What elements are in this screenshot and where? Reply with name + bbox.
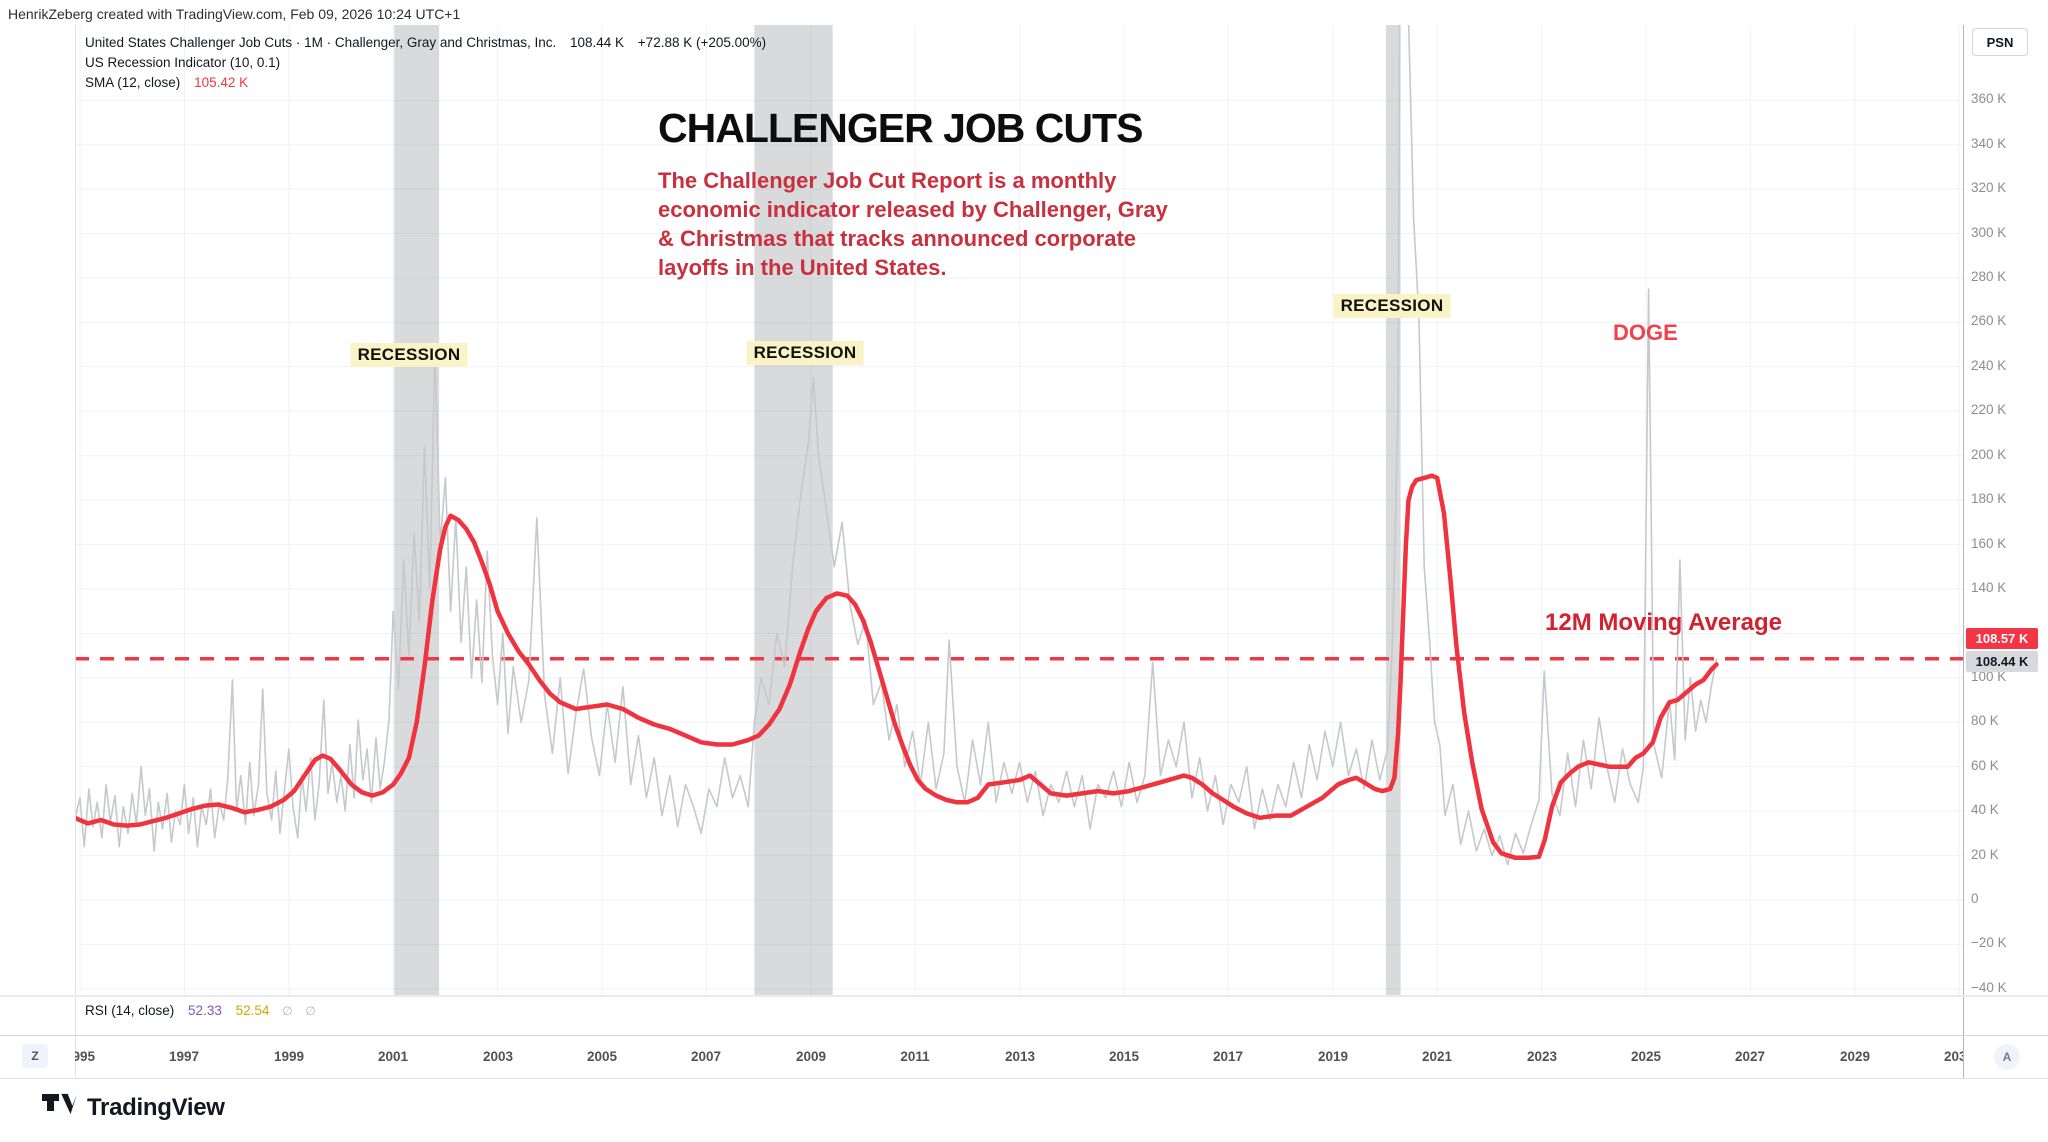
chart-description: The Challenger Job Cut Report is a month… <box>658 166 1358 282</box>
annotation-title-block: CHALLENGER JOB CUTS The Challenger Job C… <box>658 105 1358 282</box>
price-scale-border[interactable] <box>1963 25 1964 1078</box>
legend-sma-value: 105.42 K <box>194 75 249 90</box>
year-label: 1999 <box>273 1049 305 1064</box>
price-tick-label: 240 K <box>1971 358 2007 373</box>
rsi-legend[interactable]: RSI (14, close) 52.33 52.54 ∅ ∅ <box>85 1003 316 1018</box>
sma-line <box>75 473 1719 861</box>
tradingview-logo[interactable]: TradingView <box>42 1092 225 1123</box>
time-axis-divider <box>0 1035 2048 1036</box>
price-tick-label: 40 K <box>1971 802 1999 817</box>
price-tick-label: 180 K <box>1971 491 2007 506</box>
year-label: 2003 <box>482 1049 514 1064</box>
year-label: 2007 <box>690 1049 722 1064</box>
doge-annotation[interactable]: DOGE <box>1613 320 1678 345</box>
price-tick-label: −40 K <box>1971 980 2007 995</box>
chart-widget: United States Challenger Job Cuts · 1M ·… <box>0 25 2048 1079</box>
year-label: 2029 <box>1839 1049 1871 1064</box>
description-line: economic indicator released by Challenge… <box>658 197 1168 222</box>
recession-band <box>754 25 833 995</box>
pane-divider[interactable] <box>0 995 2048 997</box>
price-tick-label: 320 K <box>1971 180 2007 195</box>
timezone-button[interactable]: Z <box>22 1044 48 1068</box>
year-label: 2027 <box>1734 1049 1766 1064</box>
year-label: 2025 <box>1630 1049 1662 1064</box>
sma-price-badge: 108.57 K <box>1966 628 2038 649</box>
legend-sma[interactable]: SMA (12, close) 105.42 K <box>85 73 766 93</box>
price-tick-label: 300 K <box>1971 225 2007 240</box>
year-label: 2023 <box>1526 1049 1558 1064</box>
chart-bottom-edge <box>0 1078 2048 1079</box>
recession-band <box>394 25 440 995</box>
price-tick-label: 60 K <box>1971 758 1999 773</box>
price-tick-label: 80 K <box>1971 713 1999 728</box>
year-label: 2013 <box>1004 1049 1036 1064</box>
year-label: 2001 <box>377 1049 409 1064</box>
recession-annotation-2020[interactable]: RECESSION <box>1333 294 1451 318</box>
price-tick-label: −20 K <box>1971 935 2007 950</box>
raw-job-cuts-line <box>75 25 1718 866</box>
price-tick-label: 160 K <box>1971 536 2007 551</box>
price-tick-label: 220 K <box>1971 402 2007 417</box>
price-tick-label: 200 K <box>1971 447 2007 462</box>
year-label: 2009 <box>795 1049 827 1064</box>
last-price-badge: 108.44 K <box>1966 651 2038 672</box>
auto-scale-button[interactable]: A <box>1994 1044 2020 1070</box>
price-tick-label: 20 K <box>1971 847 1999 862</box>
price-tick-label: 0 <box>1971 891 1979 906</box>
rsi-settings-icon[interactable]: ∅ <box>305 1004 316 1018</box>
description-line: & Christmas that tracks announced corpor… <box>658 226 1137 251</box>
legend-symbol-title: United States Challenger Job Cuts · 1M ·… <box>85 35 557 50</box>
year-label: 2017 <box>1212 1049 1244 1064</box>
plot-left-border <box>75 25 76 1078</box>
year-label: 2031 <box>1943 1049 1963 1064</box>
price-tick-label: 340 K <box>1971 136 2007 151</box>
price-tick-label: 280 K <box>1971 269 2007 284</box>
price-chart-canvas[interactable] <box>75 25 1963 995</box>
price-tick-label: 360 K <box>1971 91 2007 106</box>
recession-annotation-2008[interactable]: RECESSION <box>746 341 864 365</box>
psn-button[interactable]: PSN <box>1972 28 2028 56</box>
time-scale[interactable]: 1995 1997 1999 2001 2003 2005 2007 2009 2011 2013… <box>75 1043 1963 1073</box>
year-label: 1997 <box>168 1049 200 1064</box>
legend-last-value: 108.44 K <box>569 35 625 50</box>
description-line: layoffs in the United States. <box>658 255 947 280</box>
attribution-text: HenrikZeberg created with TradingView.co… <box>8 6 461 22</box>
rsi-value-2: 52.54 <box>235 1003 270 1018</box>
description-line: The Challenger Job Cut Report is a month… <box>658 168 1117 193</box>
year-label: 1995 <box>75 1049 96 1064</box>
year-label: 2005 <box>586 1049 618 1064</box>
chart-legend: United States Challenger Job Cuts · 1M ·… <box>85 33 766 93</box>
rsi-eye-icon[interactable]: ∅ <box>282 1004 293 1018</box>
moving-average-annotation[interactable]: 12M Moving Average <box>1545 609 1782 636</box>
legend-recession-label: US Recession Indicator (10, 0.1) <box>85 55 281 70</box>
rsi-value-1: 52.33 <box>188 1003 222 1018</box>
tradingview-logo-icon <box>42 1092 78 1123</box>
price-scale[interactable]: PSN 360 K 340 K 320 K 300 K 280 K 260 K 240 K 2… <box>1964 25 2048 1078</box>
legend-change-value: +72.88 K (+205.00%) <box>637 35 767 50</box>
rsi-label: RSI (14, close) <box>85 1003 175 1018</box>
price-tick-label: 100 K <box>1971 669 2007 684</box>
chart-title: CHALLENGER JOB CUTS <box>658 105 1143 151</box>
legend-main-series[interactable]: United States Challenger Job Cuts · 1M ·… <box>85 33 766 53</box>
tradingview-logo-text: TradingView <box>87 1093 225 1121</box>
year-label: 2021 <box>1421 1049 1453 1064</box>
price-tick-label: 140 K <box>1971 580 2007 595</box>
recession-annotation-2001[interactable]: RECESSION <box>350 343 468 367</box>
legend-recession-indicator[interactable]: US Recession Indicator (10, 0.1) <box>85 53 766 73</box>
legend-sma-label: SMA (12, close) <box>85 75 181 90</box>
price-tick-label: 260 K <box>1971 313 2007 328</box>
year-label: 2011 <box>900 1049 930 1064</box>
year-label: 2015 <box>1108 1049 1140 1064</box>
year-label: 2019 <box>1317 1049 1349 1064</box>
